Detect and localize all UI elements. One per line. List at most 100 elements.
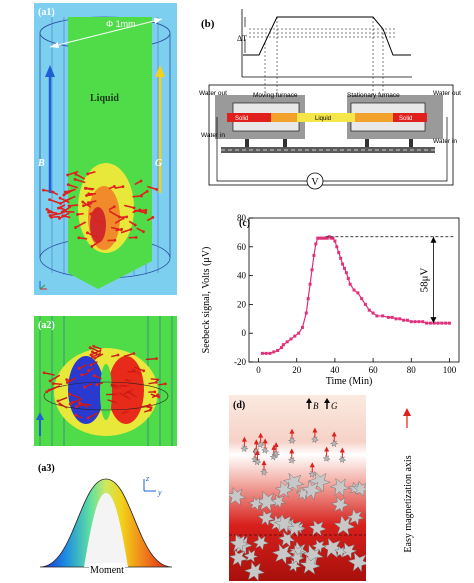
c-data-point: [346, 276, 350, 280]
d-moment-arrowhead: [309, 462, 315, 468]
a3-axis-triad: [143, 479, 156, 492]
a2-blob-mid: [100, 364, 112, 420]
flow-arrow-head: [142, 230, 145, 234]
c-ytick-label: 80: [237, 213, 247, 223]
c-data-point: [276, 348, 280, 352]
flow-arrow-head: [85, 194, 88, 197]
d-crystal: [308, 519, 327, 537]
flow-arrow-head: [77, 367, 81, 370]
c-data-point: [440, 321, 444, 325]
flow-arrow-head: [132, 352, 136, 355]
flow-arrow: [94, 353, 104, 359]
d-crystal: [289, 550, 305, 566]
d-crystal: [301, 479, 323, 501]
flow-arrow-head: [156, 378, 160, 382]
flow-arrow-head: [81, 200, 85, 204]
flow-arrow-head: [74, 226, 77, 229]
a3-axis-y: y: [157, 488, 162, 497]
flow-arrow-head: [86, 172, 89, 176]
d-moment-arrowhead: [253, 439, 259, 445]
flow-arrow: [146, 185, 157, 191]
c-data-point: [321, 236, 325, 240]
c-data-point: [314, 242, 318, 246]
d-crystal: [274, 480, 294, 498]
c-data-point: [394, 317, 398, 321]
flow-arrow-head: [114, 401, 118, 404]
c-data-point: [348, 282, 352, 286]
flow-arrow-head: [80, 373, 84, 377]
d-crystal: [330, 496, 350, 514]
a3-label: (a3): [38, 463, 55, 474]
a2-base-ring: [43, 381, 169, 411]
d-crystal: [287, 436, 297, 445]
d-crystal: [259, 468, 269, 476]
a1-label: (a1): [38, 7, 55, 18]
b-water-in-right: Water in: [433, 138, 457, 145]
a1-b-arrowhead: [45, 65, 55, 77]
a1-b-label: B: [37, 158, 45, 169]
flow-arrow: [107, 399, 116, 404]
a2-label: (a2): [38, 320, 55, 331]
b-temperature-profile: [241, 9, 412, 78]
flow-arrow-head: [128, 397, 131, 400]
flow-arrow-head: [133, 223, 137, 227]
flow-arrow-head: [118, 385, 121, 388]
flow-arrow-head: [47, 388, 51, 392]
c-data-point: [444, 321, 448, 325]
flow-arrow: [90, 349, 102, 356]
flow-arrow-head: [113, 238, 117, 242]
c-data-point: [320, 236, 324, 240]
c-data-point: [339, 256, 343, 260]
c-data-point: [285, 340, 289, 344]
a1-dimension-line: [49, 18, 163, 48]
c-xtick-label: 0: [256, 365, 261, 375]
c-ylabel: Seebeck signal, Volts (μV): [201, 247, 212, 354]
flow-arrow-head: [157, 395, 161, 399]
flow-arrow-head: [154, 381, 158, 384]
c-annotation: 58μV: [325, 236, 455, 324]
c-data-point: [421, 320, 425, 324]
c-plot-frame: [248, 217, 460, 363]
c-data-point: [337, 251, 341, 255]
b-water-in-left: Water in: [201, 132, 225, 139]
d-crystal: [322, 454, 331, 463]
d-moment-arrowhead: [331, 431, 337, 437]
flow-arrow-head: [86, 416, 90, 420]
flow-arrow: [74, 178, 86, 184]
flow-arrow: [145, 357, 157, 361]
c-data-point: [344, 271, 348, 275]
flow-arrow-head: [45, 207, 49, 211]
d-moment-arrowhead: [258, 432, 264, 438]
d-crystal: [310, 435, 319, 444]
d-b-arrowhead: [306, 398, 312, 403]
a2-blob-red: [108, 356, 144, 424]
flow-arrow: [43, 372, 55, 376]
flow-arrow: [46, 208, 55, 214]
flow-arrow-head: [66, 173, 70, 177]
b-liquid-text: Liquid: [315, 116, 331, 122]
flow-arrow-head: [155, 188, 159, 191]
flow-arrow-head: [125, 409, 129, 413]
flow-arrow-head: [89, 353, 93, 357]
c-series-line: [262, 235, 450, 354]
c-data-point: [375, 314, 379, 318]
flow-arrow: [119, 392, 130, 400]
c-delta-arrow-bottom: [430, 317, 437, 324]
d-crystal: [347, 552, 366, 573]
d-moment-arrowhead: [271, 444, 277, 450]
c-data-point: [352, 288, 356, 292]
c-data-point: [398, 317, 402, 321]
flow-arrow-head: [51, 382, 55, 385]
a1-dim-arrow-right: [154, 18, 162, 24]
a1-liquid-text: Liquid: [90, 93, 119, 104]
c-data-point: [297, 331, 301, 335]
flow-arrow-head: [42, 188, 45, 192]
c-ytick-label: 60: [237, 242, 247, 252]
d-moment-arrowhead: [289, 428, 295, 434]
flow-arrow: [114, 217, 124, 224]
flow-arrow: [88, 412, 98, 419]
flow-arrow: [87, 232, 99, 239]
d-crystals: [229, 427, 366, 581]
flow-arrow-head: [93, 219, 97, 222]
b-delta-t: ΔT: [237, 34, 247, 43]
